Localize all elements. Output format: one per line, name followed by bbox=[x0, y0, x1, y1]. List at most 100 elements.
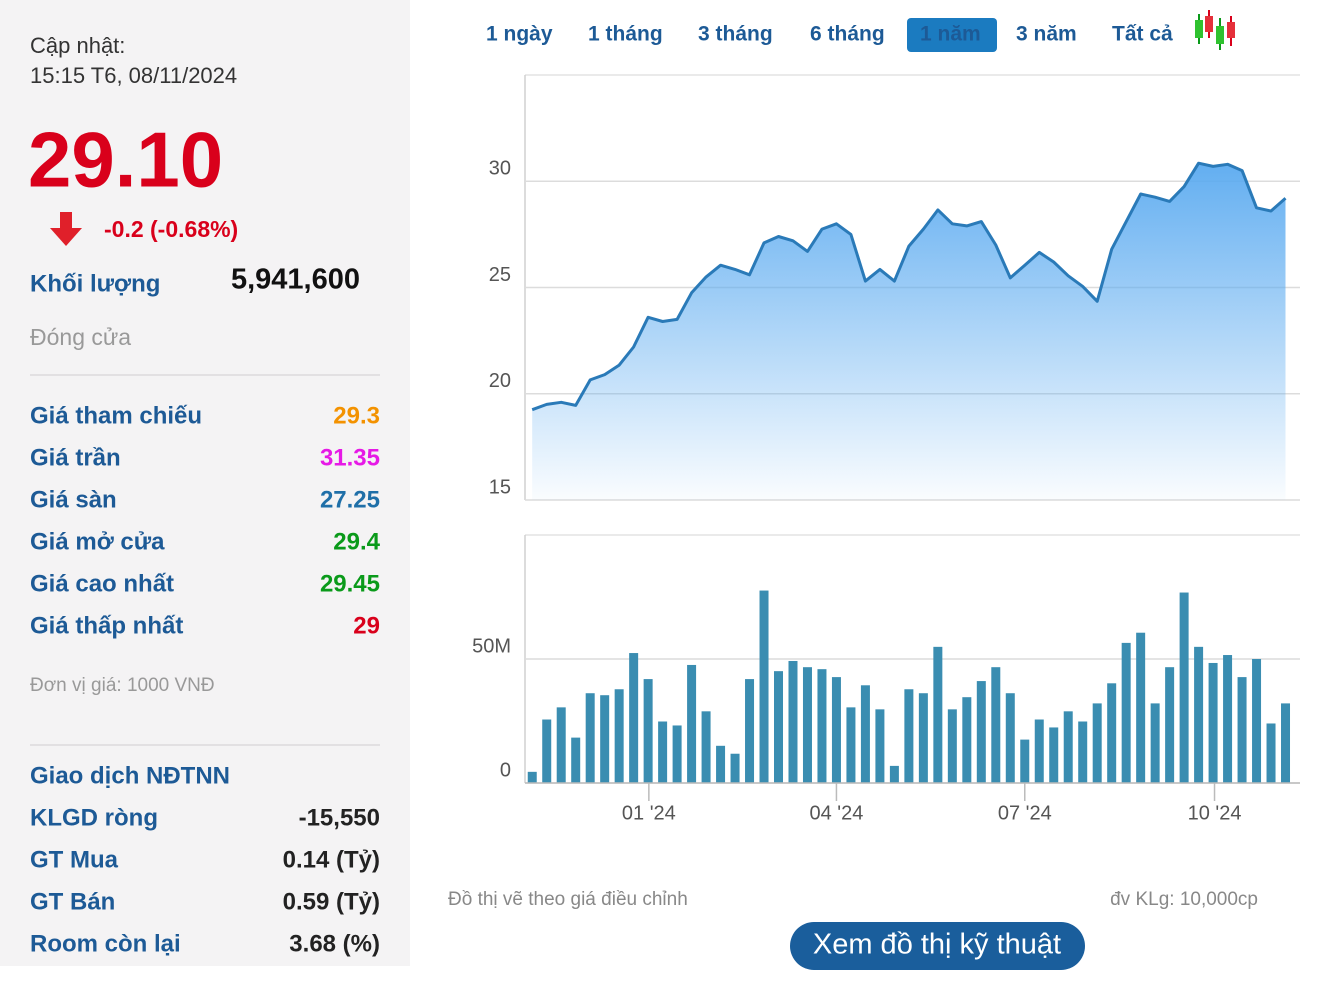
range-tab[interactable]: 1 tháng bbox=[588, 23, 663, 46]
row-label: KLGD ròng bbox=[30, 804, 158, 831]
volume-bar bbox=[918, 693, 928, 783]
row-value: 31.35 bbox=[320, 444, 380, 471]
range-tab[interactable]: 6 tháng bbox=[810, 23, 885, 46]
volume-bar bbox=[1223, 655, 1233, 783]
range-tabs: 1 ngày 1 tháng 3 tháng 6 tháng 1 năm 3 năm Tất… bbox=[486, 18, 1173, 52]
x-tick-label: 10 '24 bbox=[1188, 802, 1242, 824]
row-label: Giá sàn bbox=[30, 486, 117, 513]
y-tick-label: 50M bbox=[472, 635, 511, 657]
candlestick-icon[interactable] bbox=[1195, 10, 1235, 50]
volume-bar bbox=[571, 737, 581, 783]
volume-bar bbox=[585, 693, 595, 783]
status: Đóng cửa bbox=[30, 324, 131, 350]
volume-bar bbox=[1252, 659, 1262, 783]
volume-bar bbox=[759, 590, 769, 783]
volume-bar bbox=[817, 669, 827, 783]
button-label[interactable]: Xem đồ thị kỹ thuật bbox=[813, 929, 1061, 961]
volume-bar bbox=[643, 679, 653, 783]
volume-bar bbox=[1194, 646, 1204, 783]
volume-bar bbox=[687, 664, 697, 783]
range-tab[interactable]: 1 ngày bbox=[486, 23, 553, 46]
volume-bar bbox=[976, 681, 986, 783]
row-value: 29 bbox=[353, 612, 380, 639]
range-tab[interactable]: Tất cả bbox=[1112, 23, 1173, 46]
button-bg[interactable] bbox=[790, 922, 1085, 970]
row-value: 3.68 (%) bbox=[289, 930, 380, 957]
volume-bar bbox=[875, 709, 885, 783]
volume-bar bbox=[672, 725, 682, 783]
volume-bar bbox=[658, 721, 668, 783]
charts: 15 20 25 30 0 50M 01 '24 04 '24 07 '24 10 '24 bbox=[472, 74, 1300, 824]
foreign-title: Giao dịch NĐTNN bbox=[30, 762, 230, 789]
row-label: GT Mua bbox=[30, 846, 119, 873]
volume-bar bbox=[1208, 662, 1218, 783]
volume-bar bbox=[1237, 677, 1247, 783]
volume-bar bbox=[600, 695, 610, 783]
y-tick-label: 20 bbox=[489, 370, 511, 392]
price-area bbox=[532, 163, 1286, 500]
volume-bar bbox=[1049, 727, 1059, 783]
volume-unit: đv KLg: 10,000cp bbox=[1110, 889, 1258, 910]
technical-chart-button[interactable]: Xem đồ thị kỹ thuật bbox=[790, 922, 1085, 970]
y-tick-label: 25 bbox=[489, 264, 511, 286]
row-label: Giá cao nhất bbox=[30, 570, 174, 597]
active-tab-bg[interactable] bbox=[907, 18, 997, 52]
volume-bar bbox=[701, 711, 711, 783]
x-tick-label: 01 '24 bbox=[622, 802, 676, 824]
volume-bar bbox=[1092, 703, 1102, 783]
price-line bbox=[531, 161, 1287, 412]
volume-bar bbox=[1281, 703, 1291, 783]
row-label: GT Bán bbox=[30, 888, 115, 915]
volume-bar bbox=[774, 671, 784, 783]
volume-bar bbox=[730, 753, 740, 783]
volume-bar bbox=[788, 660, 798, 783]
row-label: Giá mở cửa bbox=[30, 528, 165, 555]
volume-bar bbox=[1107, 683, 1117, 783]
volume-bar bbox=[716, 745, 726, 783]
volume-bar bbox=[614, 689, 624, 783]
row-label: Room còn lại bbox=[30, 930, 181, 957]
update-label: Cập nhật: bbox=[30, 33, 125, 58]
volume-label: Khối lượng bbox=[30, 270, 160, 297]
price: 29.10 bbox=[28, 116, 223, 204]
volume-bar bbox=[831, 677, 841, 783]
row-label: Giá thấp nhất bbox=[30, 612, 183, 639]
row-value: 29.45 bbox=[320, 570, 380, 597]
range-tab[interactable]: 3 năm bbox=[1016, 23, 1077, 46]
volume-bar bbox=[542, 719, 552, 783]
volume-bar bbox=[904, 689, 914, 783]
range-tab[interactable]: 3 tháng bbox=[698, 23, 773, 46]
volume: 5,941,600 bbox=[231, 264, 360, 296]
volume-bar bbox=[889, 765, 899, 783]
chart-note: Đồ thị vẽ theo giá điều chỉnh bbox=[448, 889, 688, 910]
volume-bar bbox=[991, 667, 1001, 783]
unit-note: Đơn vị giá: 1000 VNĐ bbox=[30, 675, 215, 696]
x-tick-label: 07 '24 bbox=[998, 802, 1052, 824]
volume-bar bbox=[860, 685, 870, 783]
volume-bar bbox=[846, 707, 856, 783]
volume-bar bbox=[1165, 667, 1175, 783]
row-value: 27.25 bbox=[320, 486, 380, 513]
x-tick-label: 04 '24 bbox=[810, 802, 864, 824]
y-tick-label: 15 bbox=[489, 476, 511, 498]
update-time: 15:15 T6, 08/11/2024 bbox=[30, 63, 237, 88]
volume-bar bbox=[933, 646, 943, 783]
volume-bar bbox=[527, 771, 537, 783]
volume-bar bbox=[1078, 721, 1088, 783]
range-tab[interactable]: 1 năm bbox=[920, 23, 981, 46]
volume-bar bbox=[745, 679, 755, 783]
volume-bar bbox=[947, 709, 957, 783]
volume-bar bbox=[1136, 632, 1146, 783]
volume-bar bbox=[1179, 592, 1189, 783]
info-panel bbox=[0, 0, 410, 966]
row-value: 0.59 (Tỷ) bbox=[283, 888, 380, 915]
row-value: 29.4 bbox=[333, 528, 380, 555]
volume-bar bbox=[962, 697, 972, 783]
y-tick-label: 0 bbox=[500, 759, 511, 781]
row-value: 29.3 bbox=[333, 402, 380, 429]
y-tick-label: 30 bbox=[489, 158, 511, 180]
price-change: -0.2 (-0.68%) bbox=[104, 216, 238, 242]
row-value: 0.14 (Tỷ) bbox=[283, 846, 380, 873]
volume-bar bbox=[1266, 723, 1276, 783]
